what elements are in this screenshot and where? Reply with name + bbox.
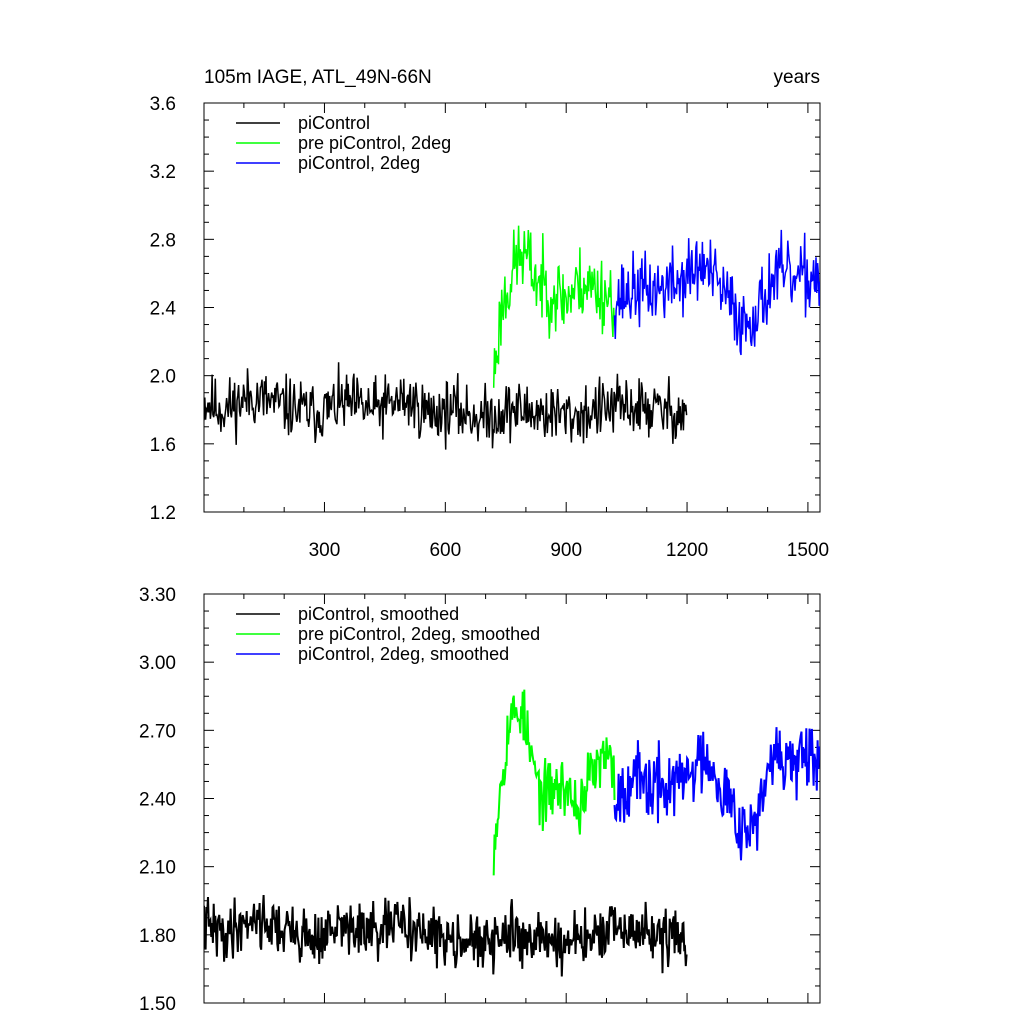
series-line <box>492 689 616 876</box>
legend-label: pre piControl, 2deg <box>298 133 451 153</box>
plot-title-left: 105m IAGE, ATL_49N-66N <box>204 67 432 88</box>
legend-label: piControl, 2deg <box>298 153 420 173</box>
y-tick-label: 2.0 <box>150 367 176 388</box>
x-tick-label: 900 <box>550 540 582 561</box>
y-tick-label: 2.40 <box>139 790 176 811</box>
y-tick-label: 1.6 <box>150 435 176 456</box>
x-tick-label: 1500 <box>787 540 829 561</box>
series-line <box>613 229 820 356</box>
plot-frame <box>203 102 821 513</box>
bottom-panel: 1.50 1.80 2.10 2.40 2.70 3.00 3.30 piControl, s… <box>139 585 821 1015</box>
series-line <box>492 225 616 388</box>
y-tick-label: 3.30 <box>139 585 176 606</box>
y-tick-label: 2.4 <box>150 299 177 320</box>
x-tick-label: 300 <box>309 540 341 561</box>
x-tick-label: 1200 <box>666 540 708 561</box>
series-line <box>613 727 820 861</box>
y-tick-label: 2.10 <box>139 858 176 879</box>
legend-label: piControl <box>298 113 370 133</box>
y-tick-label: 3.2 <box>150 162 176 183</box>
y-tick-label: 2.8 <box>150 230 176 251</box>
legend-label: pre piControl, 2deg, smoothed <box>298 624 540 644</box>
y-tick-label: 1.80 <box>139 926 176 947</box>
x-tick-label: 600 <box>429 540 461 561</box>
y-tick-label: 3.00 <box>139 653 176 674</box>
legend-label: piControl, smoothed <box>298 604 459 624</box>
y-tick-label: 2.70 <box>139 721 176 742</box>
y-tick-label: 3.6 <box>150 94 176 115</box>
top-panel: 300 600 900 1200 1500 1.2 1.6 2.0 2.4 2.8 3.2 3.6 pi… <box>150 94 829 561</box>
series-line <box>204 362 688 450</box>
series-line <box>204 894 688 977</box>
legend-label: piControl, 2deg, smoothed <box>298 644 509 664</box>
y-tick-label: 1.2 <box>150 503 176 524</box>
y-tick-label: 1.50 <box>139 994 176 1015</box>
plot-title-right: years <box>774 67 820 88</box>
